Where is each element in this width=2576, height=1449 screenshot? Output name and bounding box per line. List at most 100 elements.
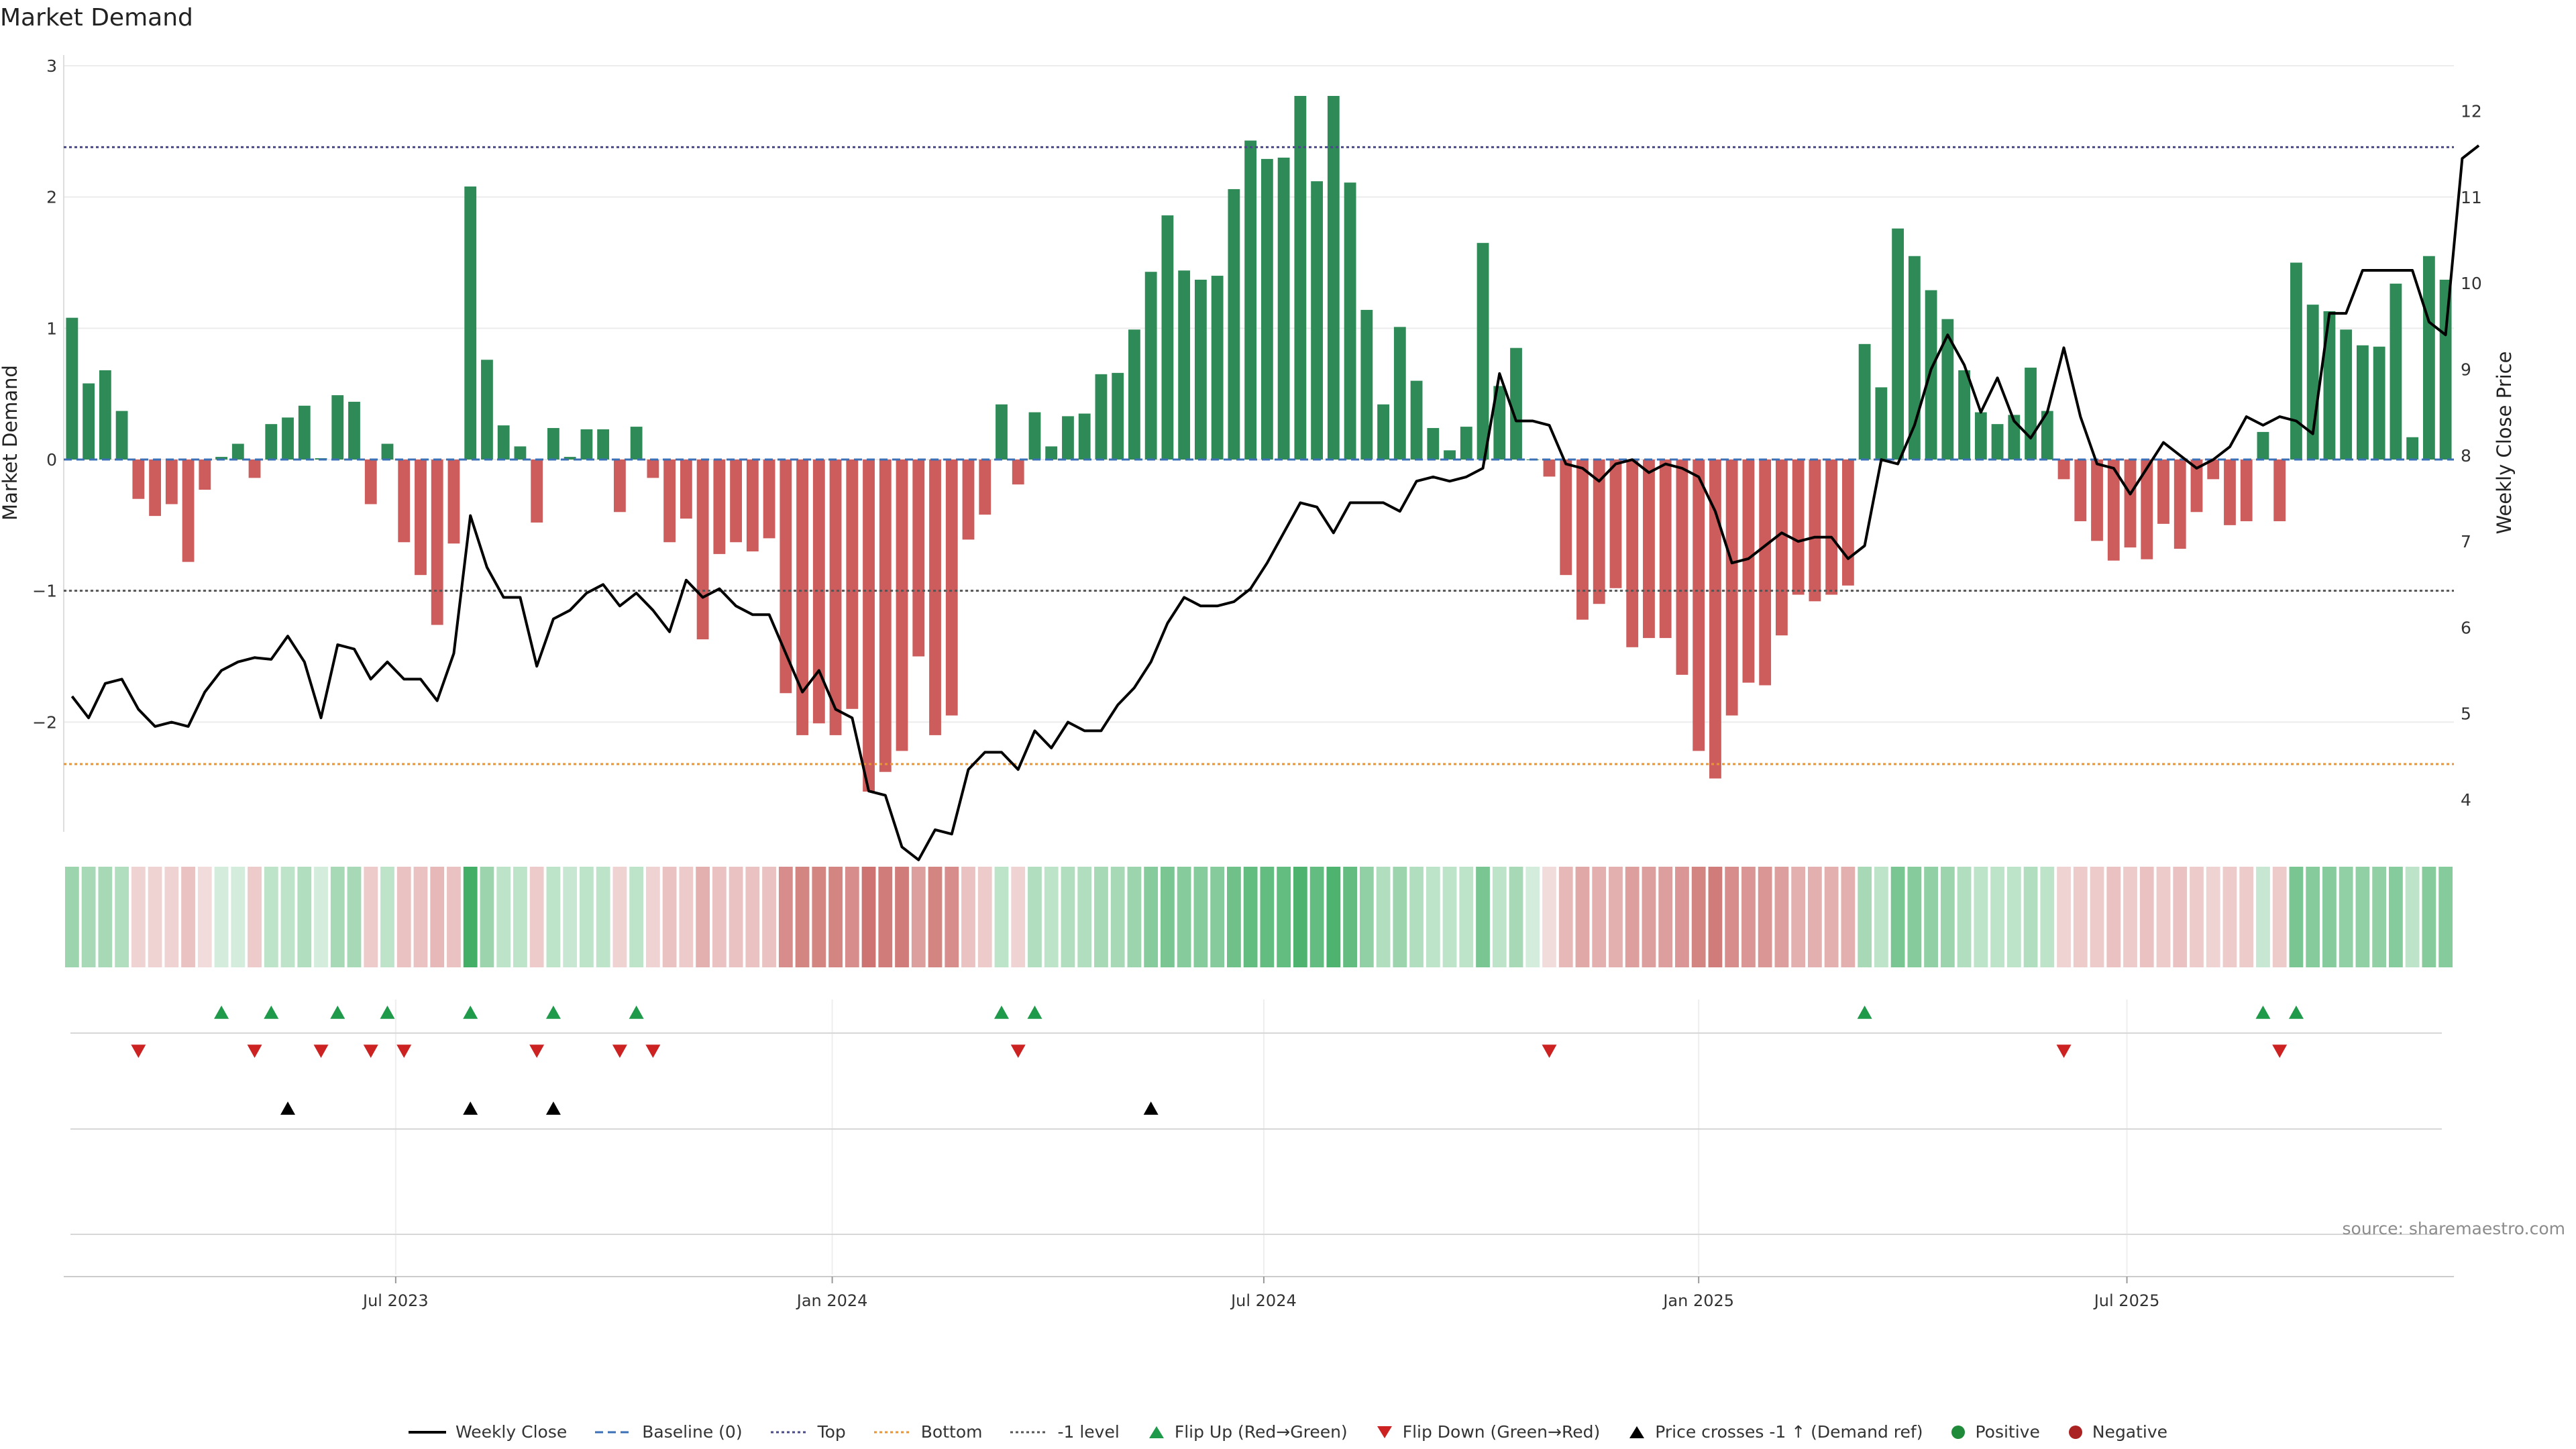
heat-cell xyxy=(1426,867,1440,967)
demand-bar xyxy=(597,429,610,460)
demand-bar xyxy=(1659,460,1672,639)
demand-bar xyxy=(945,460,958,716)
heat-cell xyxy=(330,867,345,967)
heat-cell xyxy=(2272,867,2287,967)
flip-up-marker xyxy=(545,1006,561,1019)
demand-bar xyxy=(431,460,443,625)
heat-cell xyxy=(2206,867,2220,967)
heat-cell xyxy=(762,867,776,967)
heat-cell xyxy=(928,867,943,967)
demand-bar xyxy=(348,401,360,460)
heat-cell xyxy=(1011,867,1026,967)
demand-bar xyxy=(863,460,875,792)
demand-bar xyxy=(630,427,643,460)
flip-down-marker xyxy=(396,1044,412,1058)
demand-bar xyxy=(1609,460,1622,588)
heat-cell xyxy=(2023,867,2038,967)
demand-bar xyxy=(1908,256,1921,460)
heat-cell xyxy=(1791,867,1806,967)
demand-bar xyxy=(1809,460,1821,602)
demand-bar xyxy=(1311,181,1324,460)
flip-up-marker xyxy=(1027,1006,1042,1019)
y-tick-label: −2 xyxy=(32,712,57,732)
heat-cell xyxy=(181,867,195,967)
heat-cell xyxy=(2156,867,2171,967)
demand-bar xyxy=(1078,413,1091,460)
triangle-down-icon xyxy=(1377,1426,1392,1438)
heat-cell xyxy=(1725,867,1739,967)
heat-cell xyxy=(1476,867,1490,967)
heat-cell xyxy=(447,867,461,967)
demand-bar xyxy=(780,460,792,694)
heat-cell xyxy=(1841,867,1856,967)
demand-bar xyxy=(1775,460,1788,636)
demand-bar xyxy=(514,446,527,460)
heat-cell xyxy=(2073,867,2088,967)
heat-cell xyxy=(1858,867,1872,967)
legend-item-baseline: Baseline (0) xyxy=(595,1422,743,1442)
solid-line-icon xyxy=(408,1430,446,1434)
demand-bar xyxy=(2406,437,2419,460)
heat-cell xyxy=(513,867,527,967)
legend-label: Flip Up (Red→Green) xyxy=(1174,1422,1348,1442)
legend-label: Weekly Close xyxy=(455,1422,568,1442)
heat-cell xyxy=(164,867,179,967)
demand-bar xyxy=(547,428,559,460)
heat-cell xyxy=(1990,867,2004,967)
flip-down-marker xyxy=(2272,1044,2288,1058)
legend-label: Bottom xyxy=(920,1422,983,1442)
demand-bar xyxy=(2257,431,2269,460)
heat-cell xyxy=(778,867,793,967)
heat-cell xyxy=(1226,867,1241,967)
heat-cell xyxy=(347,867,362,967)
demand-bar xyxy=(1244,140,1257,460)
heat-cell xyxy=(828,867,843,967)
demand-bar xyxy=(829,460,842,735)
legend: Weekly Close Baseline (0) Top Bottom -1 … xyxy=(0,1422,2576,1442)
demand-bar xyxy=(398,460,411,543)
demand-bar xyxy=(2273,460,2286,521)
heat-cell xyxy=(81,867,96,967)
heat-cell xyxy=(861,867,876,967)
demand-bar xyxy=(1277,157,1290,460)
heat-cell xyxy=(712,867,727,967)
y-tick-label: 3 xyxy=(46,56,57,76)
demand-bar xyxy=(415,460,427,576)
demand-bar xyxy=(2323,311,2336,460)
demand-bar xyxy=(1709,460,1721,779)
demand-bar xyxy=(912,460,925,657)
legend-item-top: Top xyxy=(770,1422,846,1442)
demand-bar xyxy=(2422,256,2435,460)
heat-cell xyxy=(1277,867,1291,967)
demand-bar xyxy=(1676,460,1688,675)
demand-bar xyxy=(2240,460,2253,521)
heat-cell xyxy=(1442,867,1457,967)
heat-cell xyxy=(314,867,328,967)
demand-bar xyxy=(647,460,659,478)
demand-bar xyxy=(1211,276,1224,460)
demand-bar xyxy=(1742,460,1755,683)
flip-up-marker xyxy=(994,1006,1009,1019)
demand-bar xyxy=(447,460,460,544)
x-tick-label: Jul 2023 xyxy=(362,1291,429,1310)
heat-cell xyxy=(2372,867,2387,967)
heat-cell xyxy=(1326,867,1341,967)
heat-cell xyxy=(2173,867,2188,967)
heat-cell xyxy=(2090,867,2104,967)
demand-bar xyxy=(2290,262,2302,460)
y2-tick-label: 6 xyxy=(2461,618,2471,637)
demand-bar xyxy=(331,395,344,460)
demand-bar xyxy=(481,360,493,460)
heat-cell xyxy=(2322,867,2337,967)
y-tick-label: 1 xyxy=(46,319,57,338)
legend-item-flip-down: Flip Down (Green→Red) xyxy=(1376,1422,1601,1442)
y2-tick-label: 9 xyxy=(2461,360,2471,380)
legend-label: Flip Down (Green→Red) xyxy=(1402,1422,1601,1442)
heat-cell xyxy=(1808,867,1822,967)
y-axis-title: Market Demand xyxy=(0,365,21,521)
legend-item-bottom: Bottom xyxy=(873,1422,983,1442)
demand-bar xyxy=(2390,283,2402,460)
heat-cell xyxy=(546,867,561,967)
heat-cell xyxy=(248,867,262,967)
demand-bar xyxy=(66,317,78,460)
